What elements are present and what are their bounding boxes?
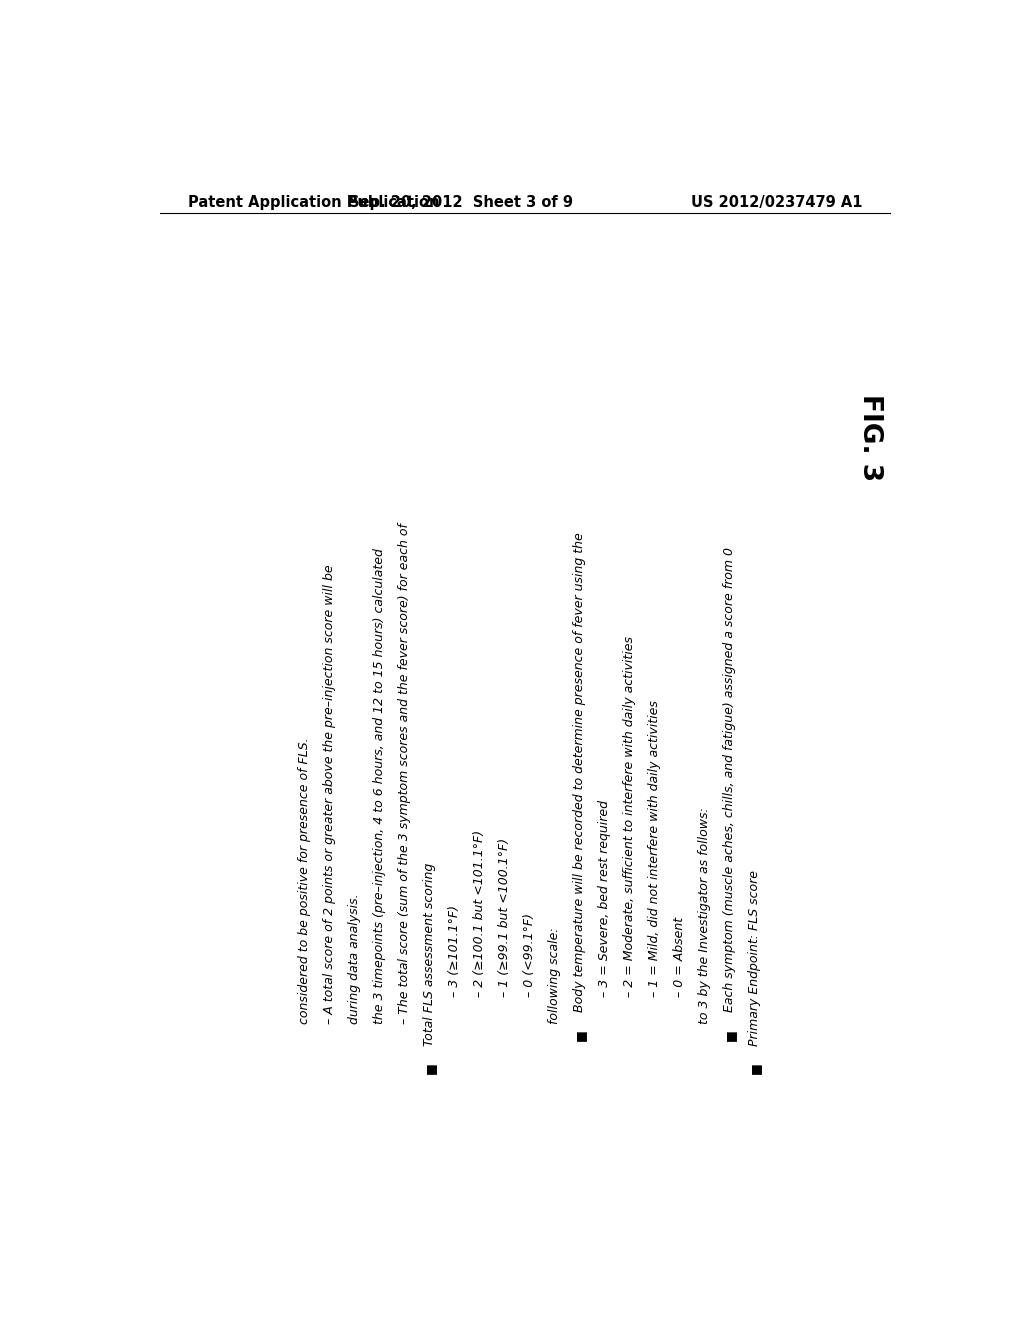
Text: – 1 = Mild, did not interfere with daily activities: – 1 = Mild, did not interfere with daily…	[648, 700, 662, 997]
Text: – A total score of 2 points or greater above the pre–injection score will be: – A total score of 2 points or greater a…	[324, 565, 337, 1024]
Text: Body temperature will be recorded to determine presence of fever using the: Body temperature will be recorded to det…	[573, 532, 587, 1012]
Text: ■: ■	[749, 1063, 762, 1074]
Text: Each symptom (muscle aches, chills, and fatigue) assigned a score from 0: Each symptom (muscle aches, chills, and …	[723, 548, 736, 1012]
Text: US 2012/0237479 A1: US 2012/0237479 A1	[690, 194, 862, 210]
Text: – 3 = Severe, bed rest required: – 3 = Severe, bed rest required	[598, 800, 611, 997]
Text: to 3 by the Investigator as follows:: to 3 by the Investigator as follows:	[698, 808, 712, 1024]
Text: Primary Endpoint: FLS score: Primary Endpoint: FLS score	[749, 870, 762, 1045]
Text: Sep. 20, 2012  Sheet 3 of 9: Sep. 20, 2012 Sheet 3 of 9	[349, 194, 573, 210]
Text: – 1 (≥99.1 but <100.1°F): – 1 (≥99.1 but <100.1°F)	[499, 838, 511, 997]
Text: ■: ■	[573, 1028, 587, 1040]
Text: – The total score (sum of the 3 symptom scores and the fever score) for each of: – The total score (sum of the 3 symptom …	[398, 524, 412, 1024]
Text: ■: ■	[424, 1063, 436, 1074]
Text: ■: ■	[723, 1028, 736, 1040]
Text: FIG. 3: FIG. 3	[857, 395, 883, 482]
Text: during data analysis.: during data analysis.	[348, 894, 361, 1024]
Text: – 3 (≥101.1°F): – 3 (≥101.1°F)	[449, 906, 462, 997]
Text: Total FLS assessment scoring: Total FLS assessment scoring	[424, 862, 436, 1045]
Text: – 0 = Absent: – 0 = Absent	[674, 917, 686, 997]
Text: – 0 (<99.1°F): – 0 (<99.1°F)	[523, 913, 537, 997]
Text: considered to be positive for presence of FLS.: considered to be positive for presence o…	[298, 738, 311, 1024]
Text: the 3 timepoints (pre–injection, 4 to 6 hours, and 12 to 15 hours) calculated: the 3 timepoints (pre–injection, 4 to 6 …	[374, 549, 386, 1024]
Text: – 2 (≥100.1 but <101.1°F): – 2 (≥100.1 but <101.1°F)	[473, 830, 486, 997]
Text: – 2 = Moderate, sufficient to interfere with daily activities: – 2 = Moderate, sufficient to interfere …	[624, 636, 637, 997]
Text: Patent Application Publication: Patent Application Publication	[187, 194, 439, 210]
Text: following scale:: following scale:	[549, 928, 561, 1024]
